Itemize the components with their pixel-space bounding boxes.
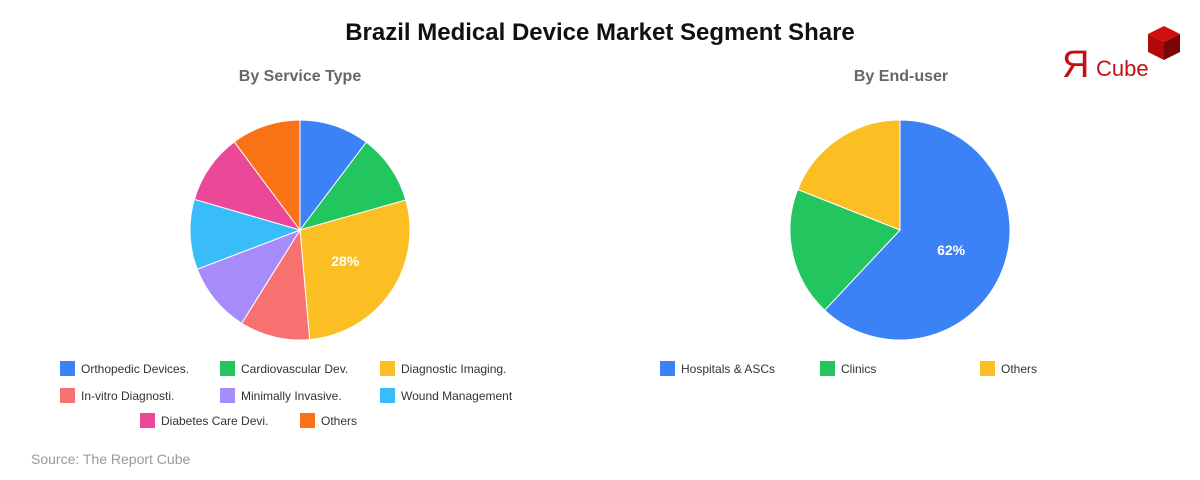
pie-slice: [298, 141, 407, 231]
legend-item[interactable]: Clinics: [820, 361, 876, 376]
pie-slice: [189, 198, 302, 270]
legend-item[interactable]: Orthopedic Devices.: [60, 361, 189, 376]
logo-text: Cube: [1096, 56, 1149, 81]
legend-item[interactable]: Diabetes Care Devi.: [140, 413, 268, 428]
legend-label: Hospitals & ASCs: [681, 361, 776, 376]
legend-label: Diagnostic Imaging.: [401, 361, 507, 376]
service-type-pie: 28%: [189, 119, 411, 341]
legend-item[interactable]: Others: [980, 361, 1037, 376]
legend-label: Clinics: [841, 361, 877, 376]
pie-slice: [797, 119, 901, 231]
chart-title: Brazil Medical Device Market Segment Sha…: [345, 19, 855, 46]
left-chart-title: By Service Type: [238, 68, 362, 85]
legend-label: Others: [1001, 361, 1038, 376]
legend-label: Minimally Invasive.: [241, 388, 342, 403]
source-note: Source: The Report Cube: [31, 451, 191, 467]
pie-slice: [196, 229, 302, 324]
right-chart-title: By End-user: [853, 68, 949, 85]
legend-item[interactable]: Diagnostic Imaging.: [380, 361, 506, 376]
legend-swatch: [60, 388, 75, 403]
legend-label: Others: [321, 413, 358, 428]
slice-label: 28%: [331, 253, 360, 269]
legend-item[interactable]: Cardiovascular Dev.: [220, 361, 348, 376]
pie-slice: [233, 119, 301, 232]
report-cube-logo: Я Cube: [1060, 26, 1185, 86]
pie-slice: [299, 119, 368, 232]
legend-swatch: [380, 361, 395, 376]
pie-slice: [240, 228, 311, 341]
legend-swatch: [660, 361, 675, 376]
legend-item[interactable]: In-vitro Diagnosti.: [60, 388, 174, 403]
legend-label: In-vitro Diagnosti.: [81, 388, 175, 403]
cube-icon: [1148, 26, 1180, 60]
legend-label: Cardiovascular Dev.: [241, 361, 349, 376]
pie-slice: [823, 119, 1011, 341]
legend-swatch: [140, 413, 155, 428]
legend-swatch: [820, 361, 835, 376]
pie-slice: [789, 188, 901, 311]
legend-label: Diabetes Care Devi.: [161, 413, 269, 428]
legend-swatch: [220, 388, 235, 403]
legend-item[interactable]: Others: [300, 413, 357, 428]
legend-item[interactable]: Minimally Invasive.: [220, 388, 342, 403]
legend-label: Orthopedic Devices.: [81, 361, 190, 376]
legend-swatch: [980, 361, 995, 376]
pie-slice: [193, 141, 302, 231]
legend-swatch: [380, 388, 395, 403]
end-user-pie: 62%: [789, 119, 1011, 341]
legend-swatch: [60, 361, 75, 376]
slice-label: 62%: [937, 242, 966, 258]
legend-item[interactable]: Hospitals & ASCs: [660, 361, 775, 376]
pie-slice: [299, 199, 411, 341]
logo-r: Я: [1062, 44, 1090, 86]
legend-item[interactable]: Wound Management: [380, 388, 512, 403]
legend-label: Wound Management: [401, 388, 513, 403]
legend-swatch: [220, 361, 235, 376]
legend-swatch: [300, 413, 315, 428]
